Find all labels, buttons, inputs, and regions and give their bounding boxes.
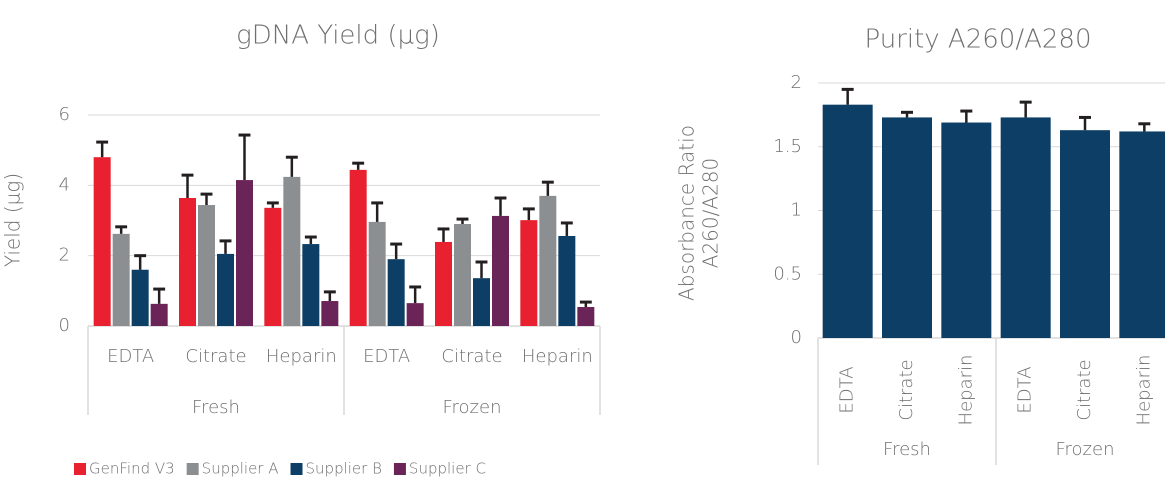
- x-tick-label: Heparin: [1133, 355, 1154, 426]
- bar: [283, 176, 301, 326]
- bar: [882, 117, 932, 338]
- y-tick-label: 4: [59, 174, 70, 195]
- x-tick-label: Citrate: [896, 359, 917, 420]
- bar: [236, 180, 253, 326]
- bar: [93, 157, 111, 326]
- bar: [321, 301, 339, 326]
- x-tick-label: EDTA: [837, 366, 858, 413]
- chart-title: gDNA Yield (µg): [236, 21, 440, 51]
- y-tick-label: 2: [791, 72, 802, 93]
- y-axis-label: Absorbance Ratio: [675, 125, 699, 301]
- bar: [150, 303, 168, 326]
- x-tick-label: Citrate: [441, 346, 502, 367]
- x-tick-label: EDTA: [1015, 366, 1036, 413]
- group-label: Fresh: [192, 397, 240, 418]
- y-tick-label: 0.5: [773, 263, 802, 284]
- y-tick-label: 2: [59, 245, 70, 266]
- bar: [1119, 131, 1165, 338]
- y-tick-label: 0: [59, 315, 70, 336]
- y-axis-label: Yield (µg): [1, 173, 25, 267]
- legend-swatch: [74, 463, 86, 475]
- x-tick-label: Citrate: [185, 346, 246, 367]
- legend-label: Supplier C: [409, 460, 486, 478]
- bar: [198, 205, 215, 326]
- bar: [112, 233, 130, 326]
- bar: [539, 195, 557, 326]
- bar: [822, 104, 873, 338]
- bar: [368, 221, 386, 326]
- bar: [387, 259, 405, 326]
- bar: [179, 197, 196, 326]
- y-axis-label: A260/A280: [699, 158, 723, 268]
- legend-label: Supplier A: [202, 460, 279, 478]
- bar: [435, 241, 452, 326]
- group-label: Frozen: [443, 397, 502, 418]
- x-tick-label: Citrate: [1074, 359, 1095, 420]
- bar: [302, 244, 320, 326]
- legend-swatch: [186, 463, 199, 475]
- y-tick-label: 1.5: [773, 136, 802, 157]
- bar: [558, 235, 576, 326]
- bar: [1060, 130, 1110, 338]
- bar: [941, 122, 992, 339]
- bar: [577, 307, 595, 326]
- legend-swatch: [393, 463, 406, 475]
- legend-label: GenFind V3: [89, 460, 175, 478]
- bar: [349, 169, 367, 326]
- bar: [1000, 117, 1051, 338]
- bar: [473, 278, 490, 326]
- chart-title: Purity A260/A280: [864, 25, 1091, 55]
- y-tick-label: 1: [791, 200, 802, 221]
- y-tick-label: 0: [791, 327, 802, 348]
- bar: [217, 253, 234, 326]
- group-label: Frozen: [1056, 439, 1115, 460]
- bar: [520, 220, 538, 326]
- x-tick-label: Heparin: [522, 346, 593, 367]
- x-tick-label: EDTA: [363, 346, 410, 367]
- bar: [454, 224, 471, 326]
- x-tick-label: EDTA: [107, 346, 154, 367]
- legend-label: Supplier B: [306, 460, 382, 478]
- legend-swatch: [290, 463, 303, 475]
- bar: [406, 303, 424, 326]
- bar: [492, 215, 509, 326]
- group-label: Fresh: [883, 439, 931, 460]
- x-tick-label: Heparin: [266, 346, 337, 367]
- bar: [131, 269, 149, 326]
- y-tick-label: 6: [59, 104, 70, 125]
- x-tick-label: Heparin: [955, 355, 976, 426]
- bar: [264, 207, 282, 326]
